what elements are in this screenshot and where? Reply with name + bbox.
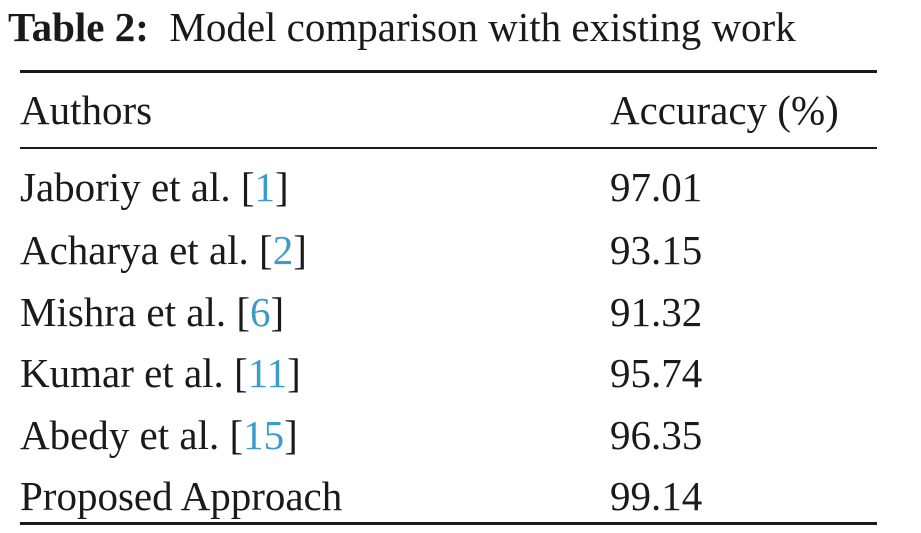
table-row-author: Jaboriy et al. [1] bbox=[20, 164, 289, 210]
table-caption-text: Model comparison with existing work bbox=[169, 4, 796, 50]
author-name: Acharya et al. bbox=[20, 227, 249, 273]
table-caption: Table 2: Model comparison with existing … bbox=[8, 2, 796, 52]
citation-link[interactable]: 1 bbox=[254, 164, 276, 210]
citation-link[interactable]: 15 bbox=[243, 412, 285, 458]
table-row-author: Mishra et al. [6] bbox=[20, 289, 285, 335]
citation-link[interactable]: 6 bbox=[250, 289, 271, 335]
header-accuracy: Accuracy (%) bbox=[610, 87, 839, 133]
table-bottom-rule bbox=[20, 522, 877, 525]
table-caption-label: Table 2: bbox=[8, 4, 149, 50]
header-authors: Authors bbox=[20, 87, 153, 133]
table-header-rule bbox=[20, 147, 877, 149]
table-row-accuracy: 93.15 bbox=[610, 227, 703, 273]
author-name: Jaboriy et al. bbox=[20, 164, 231, 210]
table-row-author: Acharya et al. [2] bbox=[20, 227, 307, 273]
table-row-accuracy: 95.74 bbox=[610, 350, 703, 396]
table-top-rule bbox=[20, 70, 877, 73]
author-name: Abedy et al. bbox=[20, 412, 220, 458]
table-row-author: Kumar et al. [11] bbox=[20, 350, 301, 396]
author-name: Kumar et al. bbox=[20, 350, 224, 396]
citation-link[interactable]: 2 bbox=[272, 227, 294, 273]
table-row-accuracy: 97.01 bbox=[610, 164, 703, 210]
author-name: Mishra et al. bbox=[20, 289, 227, 335]
table-row-accuracy: 91.32 bbox=[610, 289, 703, 335]
table-row-accuracy: 96.35 bbox=[610, 412, 703, 458]
citation-link[interactable]: 11 bbox=[247, 350, 288, 396]
table-row-author: Abedy et al. [15] bbox=[20, 412, 298, 458]
table-row-accuracy: 99.14 bbox=[610, 473, 703, 519]
table-row-author: Proposed Approach bbox=[20, 472, 342, 520]
author-name: Proposed Approach bbox=[20, 473, 343, 519]
